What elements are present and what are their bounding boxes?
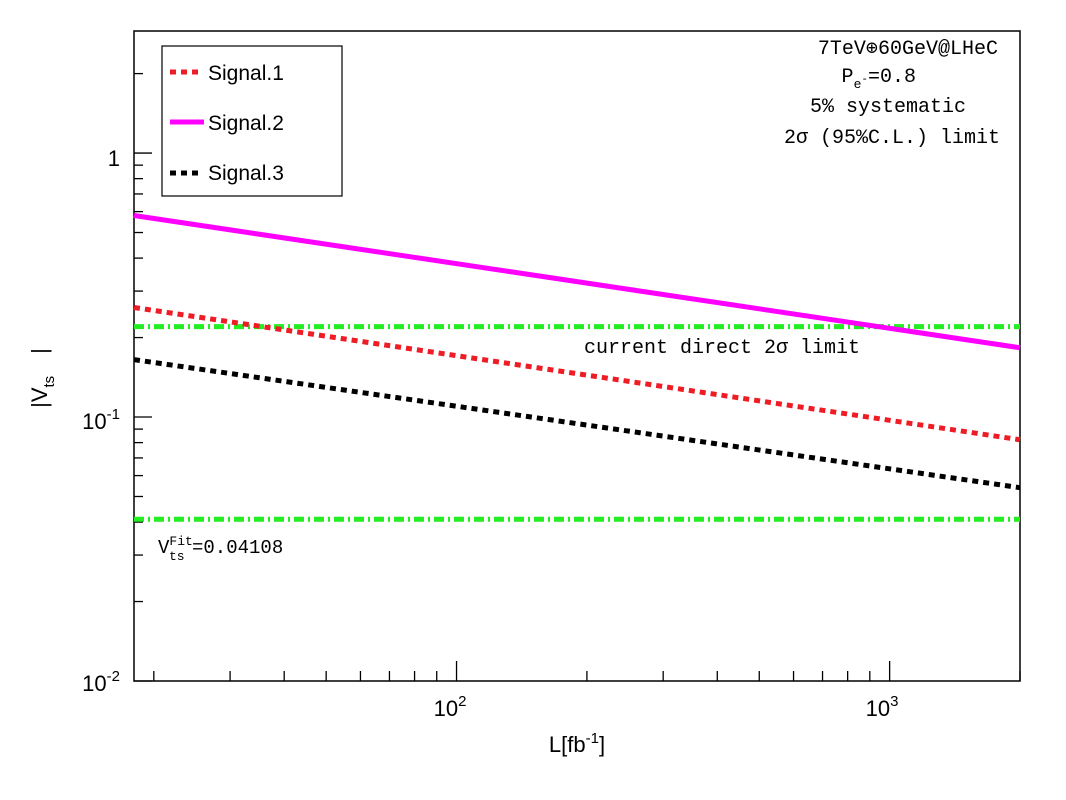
current-direct-limit-label: current direct 2σ limit [584, 337, 860, 360]
y-tick-base: 10 [82, 671, 106, 696]
y-tick-label-0.1: 10-1 [82, 406, 120, 434]
x-tick-base: 10 [866, 696, 890, 721]
axis-ticks [134, 72, 1021, 682]
y-tick-exponent: -2 [107, 668, 120, 685]
series-line-signal-2 [133, 213, 1021, 351]
polarization-value: =0.8 [868, 66, 916, 89]
annotation-limit: 2σ (95%C.L.) limit [784, 127, 1000, 150]
vts-fit-sub: ts [169, 549, 185, 564]
legend-label-signal-1: Signal.1 [208, 62, 284, 85]
y-tick-base: 10 [82, 409, 106, 434]
polarization-subsup: - [861, 74, 868, 86]
y-axis-label: |Vts | [27, 348, 58, 408]
legend-label-signal-3: Signal.3 [208, 162, 284, 185]
x-tick-label-100: 102 [434, 693, 467, 721]
vts-fit-value: =0.04108 [192, 537, 283, 559]
x-axis-label-tail: ] [599, 732, 605, 757]
x-axis-label-base: L[fb [549, 732, 586, 757]
annotation-beam-config: 7TeV⊕60GeV@LHeC [818, 38, 998, 61]
legend-label-signal-2: Signal.2 [208, 112, 284, 135]
annotation-block: 7TeV⊕60GeV@LHeC Pe-=0.8 5% systematic 2σ… [784, 38, 1000, 150]
series-line-signal-3 [133, 357, 1021, 491]
annotation-systematic: 5% systematic [810, 96, 966, 119]
y-tick-label-0.01: 10-2 [82, 668, 120, 696]
y-axis-label-sub: ts [41, 376, 58, 388]
y-axis-label-tail: | [27, 348, 52, 354]
polarization-sub: e [854, 77, 862, 92]
x-axis-label: L[fb-1] [549, 730, 605, 757]
vts-fit-base: V [158, 537, 170, 559]
legend: Signal.1 Signal.2 Signal.3 [161, 45, 343, 197]
x-tick-exponent: 3 [890, 693, 898, 710]
x-tick-label-1000: 103 [866, 693, 899, 721]
annotation-polarization: Pe-=0.8 [842, 66, 916, 92]
plot-frame [133, 30, 1021, 682]
x-axis-label-exp: -1 [586, 730, 599, 747]
y-tick-label-1: 1 [108, 146, 120, 171]
vts-fit-sup: Fit [169, 534, 192, 549]
y-tick-exponent: -1 [107, 406, 120, 423]
polarization-base: P [842, 66, 854, 89]
x-tick-exponent: 2 [458, 693, 466, 710]
y-axis-label-base: |V [27, 387, 52, 408]
x-tick-base: 10 [434, 696, 458, 721]
vts-fit-label: VFit ts =0.04108 [158, 534, 283, 564]
